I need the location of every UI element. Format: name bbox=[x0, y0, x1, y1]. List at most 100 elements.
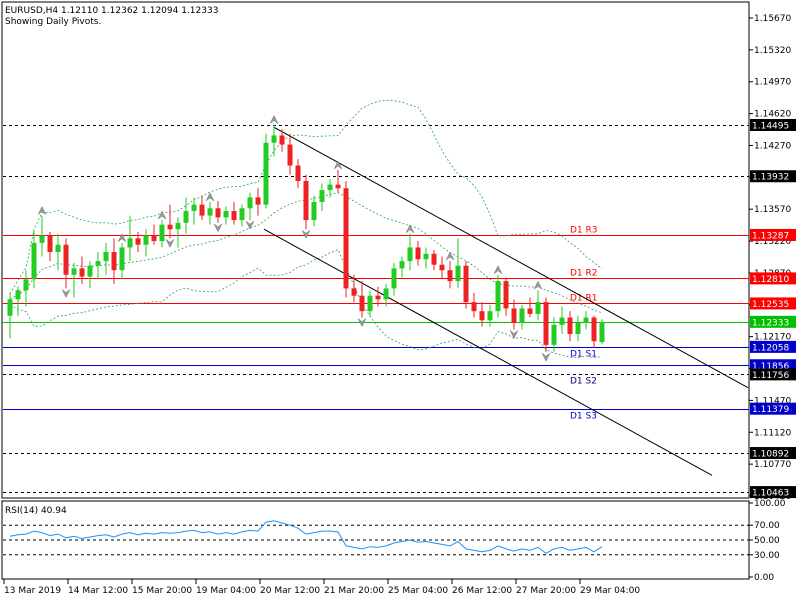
candle-body bbox=[575, 323, 581, 334]
candle-body bbox=[359, 295, 365, 312]
candle-body bbox=[495, 281, 501, 312]
candle-body bbox=[167, 224, 173, 230]
candle-body bbox=[391, 268, 397, 289]
candle-body bbox=[311, 201, 317, 221]
candle-body bbox=[439, 264, 445, 271]
date-label: 19 Mar 04:00 bbox=[196, 586, 256, 596]
candle-body bbox=[447, 270, 453, 282]
fractal-down-icon bbox=[61, 289, 71, 298]
candle-body bbox=[191, 204, 197, 212]
candle-body bbox=[255, 197, 261, 205]
fractal-up-icon bbox=[405, 224, 415, 233]
level-price-tag-text: 1.13932 bbox=[752, 173, 789, 183]
level-price-tag bbox=[750, 315, 796, 328]
pivot-levels: D1 R3 D1 R2 D1 R1 D1 S1 D1 S2 D1 S3 bbox=[3, 125, 749, 493]
level-price-tag-text: 1.12058 bbox=[752, 343, 789, 353]
candle-body bbox=[15, 290, 21, 300]
candle-body bbox=[535, 302, 541, 314]
level-label: D1 R2 bbox=[570, 269, 598, 279]
candle-body bbox=[399, 261, 405, 269]
price-axis: 1.15670 1.15320 1.14970 1.14620 1.14270 1.139… bbox=[749, 14, 796, 502]
candle-body bbox=[215, 208, 221, 218]
lower-band bbox=[9, 249, 603, 359]
candle-body bbox=[87, 265, 93, 277]
candle-body bbox=[343, 188, 349, 289]
level-price-tag bbox=[750, 359, 796, 372]
candle-body bbox=[407, 247, 413, 262]
rsi-tick-label: 70.00 bbox=[754, 521, 780, 531]
date-label: 13 Mar 2019 bbox=[4, 586, 61, 596]
candle-body bbox=[231, 211, 237, 221]
level-price-tag-text: 1.10892 bbox=[752, 450, 789, 460]
fractal-down-icon bbox=[509, 330, 519, 339]
fractal-up-icon bbox=[157, 210, 167, 220]
fractal-markers bbox=[37, 114, 551, 362]
candle-body bbox=[327, 184, 333, 191]
level-price-tag-text: 1.11756 bbox=[752, 371, 789, 381]
candle-body bbox=[55, 244, 61, 252]
level-price-tag bbox=[750, 228, 796, 241]
candle-body bbox=[527, 308, 533, 314]
rsi-tick-label: 0.00 bbox=[754, 573, 774, 583]
candle-body bbox=[119, 247, 125, 271]
candle-body bbox=[103, 251, 109, 262]
candle-body bbox=[127, 238, 133, 248]
candle-body bbox=[319, 190, 325, 202]
fractal-up-icon bbox=[333, 160, 343, 170]
price-tick-label: 1.13220 bbox=[754, 237, 791, 247]
date-label: 27 Mar 20:00 bbox=[516, 586, 576, 596]
level-label: D1 S1 bbox=[570, 350, 597, 360]
candle-body bbox=[175, 222, 181, 230]
candle-body bbox=[31, 242, 37, 280]
level-price-tag bbox=[750, 272, 796, 285]
price-tick-label: 1.11470 bbox=[754, 396, 791, 406]
level-price-tag bbox=[750, 447, 796, 460]
candle-body bbox=[47, 235, 53, 252]
candle-body bbox=[551, 324, 557, 345]
rsi-label: RSI(14) 40.94 bbox=[5, 506, 67, 516]
fractal-down-icon bbox=[165, 239, 175, 248]
pivots-subtitle: Showing Daily Pivots. bbox=[5, 17, 101, 27]
bollinger-bands bbox=[9, 99, 603, 359]
candle-body bbox=[375, 295, 381, 300]
candle-body bbox=[111, 251, 117, 271]
level-price-tag bbox=[750, 486, 796, 499]
price-tick-label: 1.15670 bbox=[754, 14, 791, 24]
date-label: 20 Mar 12:00 bbox=[260, 586, 320, 596]
candle-body bbox=[479, 311, 485, 321]
date-label: 29 Mar 04:00 bbox=[580, 586, 640, 596]
fractal-up-icon bbox=[37, 206, 47, 215]
date-label: 14 Mar 12:00 bbox=[68, 586, 128, 596]
candle-body bbox=[559, 317, 565, 325]
candle-body bbox=[423, 253, 429, 260]
upper-band bbox=[9, 99, 603, 295]
candle-body bbox=[471, 302, 477, 312]
candle-body bbox=[183, 211, 189, 223]
fractal-down-icon bbox=[301, 230, 311, 239]
price-tick-label: 1.14270 bbox=[754, 141, 791, 151]
candle-body bbox=[431, 253, 437, 265]
candle-body bbox=[543, 302, 549, 345]
candle-body bbox=[415, 247, 421, 260]
channel-lower bbox=[263, 228, 713, 476]
level-price-tag bbox=[750, 402, 796, 415]
level-price-tag bbox=[750, 340, 796, 353]
candle-body bbox=[151, 235, 157, 242]
symbol-info: EURUSD,H4 1.12110 1.12362 1.12094 1.1233… bbox=[5, 6, 218, 16]
level-price-tag-text: 1.12535 bbox=[752, 300, 789, 310]
candle-body bbox=[135, 238, 141, 245]
middle-band bbox=[9, 192, 603, 314]
candle-body bbox=[239, 208, 245, 221]
price-tick-label: 1.14620 bbox=[754, 110, 791, 120]
candle-body bbox=[487, 311, 493, 321]
fractal-down-icon bbox=[541, 352, 551, 362]
level-price-tag-text: 1.14495 bbox=[752, 121, 789, 131]
price-tick-label: 1.10770 bbox=[754, 460, 791, 470]
price-tick-label: 1.13570 bbox=[754, 205, 791, 215]
level-price-tag-text: 1.11856 bbox=[752, 362, 789, 372]
candle-body bbox=[335, 184, 341, 189]
candle-body bbox=[39, 235, 45, 243]
candle-body bbox=[367, 295, 373, 312]
level-label: D1 S3 bbox=[570, 412, 597, 422]
